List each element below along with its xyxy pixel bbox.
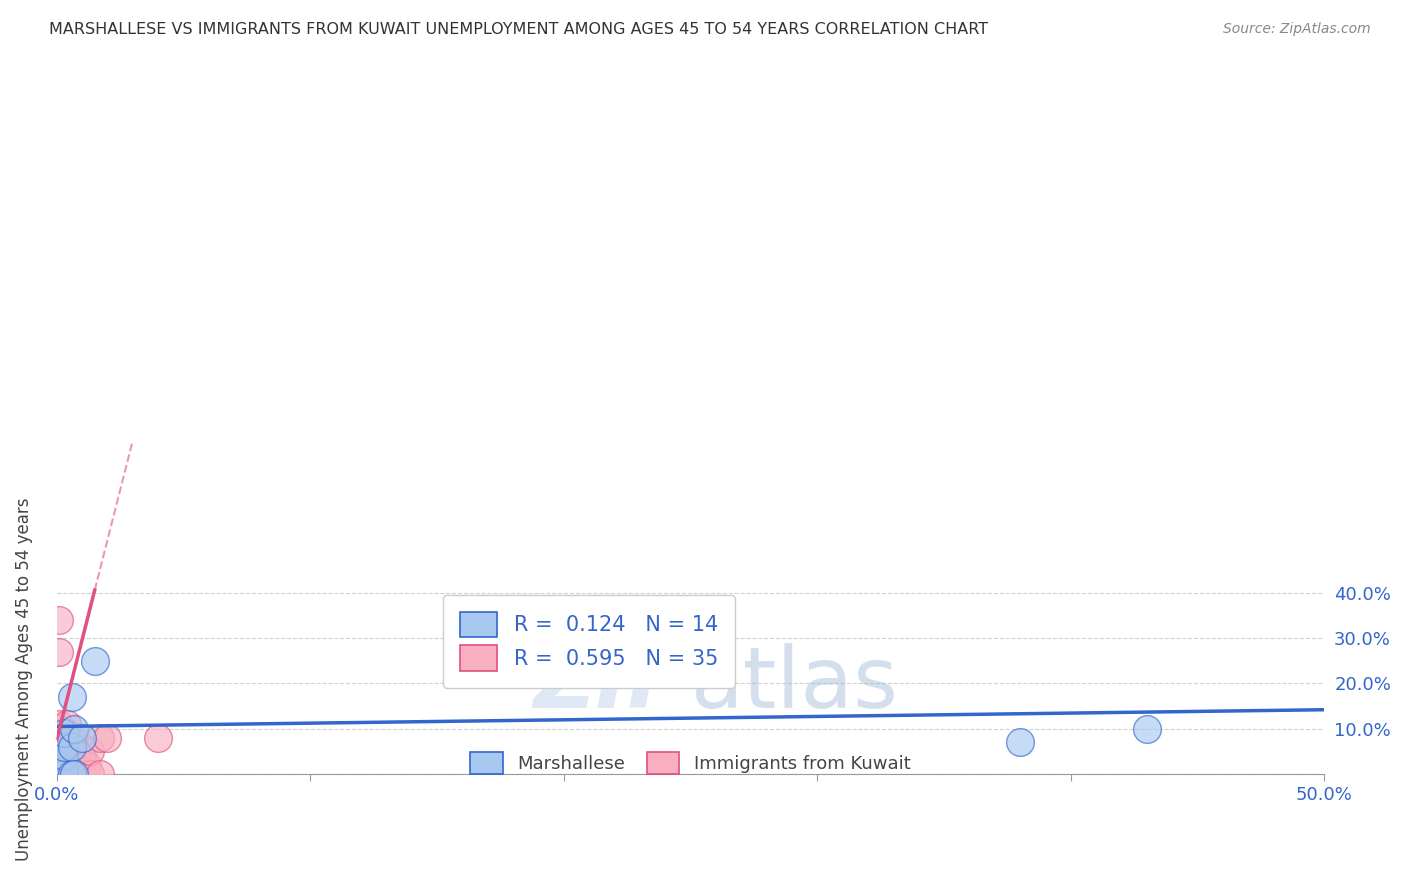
Point — [60, 735, 83, 749]
Point — [70, 749, 93, 764]
Point — [83, 654, 105, 668]
Point — [48, 749, 70, 764]
Point — [60, 749, 83, 764]
Point — [63, 722, 86, 736]
Point — [70, 731, 93, 745]
Point — [55, 726, 77, 740]
Point — [55, 767, 77, 781]
Point — [48, 613, 70, 627]
Point — [48, 731, 70, 745]
Point — [48, 767, 70, 781]
Text: MARSHALLESE VS IMMIGRANTS FROM KUWAIT UNEMPLOYMENT AMONG AGES 45 TO 54 YEARS COR: MARSHALLESE VS IMMIGRANTS FROM KUWAIT UN… — [49, 22, 988, 37]
Point — [66, 735, 89, 749]
Point — [66, 767, 89, 781]
Point — [48, 767, 70, 781]
Point — [63, 767, 86, 781]
Point — [96, 731, 118, 745]
Point — [53, 739, 76, 754]
Point — [53, 749, 76, 764]
Point — [48, 722, 70, 736]
Point — [53, 726, 76, 740]
Legend: Marshallese, Immigrants from Kuwait: Marshallese, Immigrants from Kuwait — [463, 745, 918, 781]
Point — [48, 758, 70, 772]
Point — [55, 735, 77, 749]
Point — [48, 767, 70, 781]
Text: atlas: atlas — [690, 643, 898, 726]
Text: Source: ZipAtlas.com: Source: ZipAtlas.com — [1223, 22, 1371, 37]
Point — [48, 645, 70, 659]
Point — [60, 758, 83, 772]
Point — [55, 717, 77, 731]
Point — [1010, 735, 1032, 749]
Point — [55, 767, 77, 781]
Point — [66, 754, 89, 768]
Point — [48, 739, 70, 754]
Point — [55, 744, 77, 758]
Point — [79, 744, 101, 758]
Point — [60, 690, 83, 704]
Point — [48, 717, 70, 731]
Text: ZIP: ZIP — [533, 643, 690, 726]
Point — [89, 731, 111, 745]
Point — [60, 767, 83, 781]
Point — [48, 763, 70, 777]
Point — [79, 767, 101, 781]
Point — [53, 763, 76, 777]
Point — [55, 758, 77, 772]
Point — [53, 767, 76, 781]
Point — [1136, 722, 1159, 736]
Point — [89, 767, 111, 781]
Point — [146, 731, 169, 745]
Point — [76, 758, 98, 772]
Y-axis label: Unemployment Among Ages 45 to 54 years: Unemployment Among Ages 45 to 54 years — [15, 497, 32, 861]
Point — [70, 767, 93, 781]
Point — [60, 739, 83, 754]
Point — [60, 767, 83, 781]
